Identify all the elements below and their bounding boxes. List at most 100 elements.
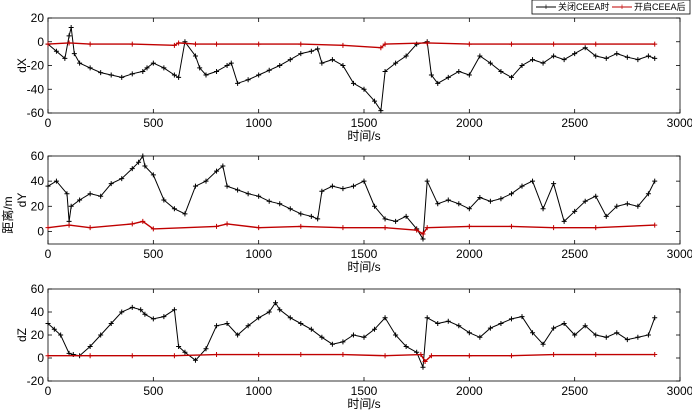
- data-point: [382, 68, 388, 74]
- data-point: [540, 206, 546, 212]
- data-point: [129, 71, 135, 77]
- data-point: [161, 314, 167, 320]
- x-tick-label: 1000: [245, 116, 272, 130]
- data-point: [203, 346, 209, 352]
- data-point: [340, 225, 346, 231]
- data-point: [287, 315, 293, 321]
- data-point: [224, 63, 230, 68]
- data-point: [266, 309, 272, 315]
- y-tick-label: 40: [31, 174, 45, 188]
- data-point: [508, 191, 514, 197]
- data-point: [77, 60, 83, 66]
- data-point: [428, 353, 434, 359]
- data-point: [45, 41, 51, 47]
- data-point: [614, 330, 620, 336]
- data-point: [298, 211, 304, 217]
- data-point: [508, 74, 514, 80]
- data-point: [98, 193, 104, 199]
- data-point: [220, 163, 226, 169]
- data-point: [466, 41, 472, 47]
- data-point: [228, 60, 234, 66]
- data-point: [382, 225, 388, 231]
- chart-panel-dx: 0 500 1000 1500 2000 2500 3000 -60 -40 -20 0 20 时间/s…: [15, 11, 692, 143]
- data-point: [45, 321, 51, 326]
- data-point: [129, 353, 135, 359]
- data-point: [361, 178, 367, 184]
- data-point: [498, 196, 504, 202]
- y-tick-label: 20: [31, 11, 45, 25]
- data-point: [403, 53, 409, 59]
- data-point: [68, 25, 74, 30]
- data-point: [422, 358, 428, 364]
- data-point: [340, 186, 346, 192]
- data-point: [308, 213, 314, 219]
- data-point: [424, 315, 430, 321]
- data-point: [424, 40, 430, 46]
- data-point: [150, 316, 156, 322]
- data-point: [214, 41, 220, 47]
- series-ceea-off: [45, 25, 658, 114]
- data-point: [182, 349, 188, 355]
- data-point: [477, 334, 483, 340]
- data-point: [256, 352, 262, 358]
- series-ceea-on: [45, 40, 658, 51]
- data-point: [561, 57, 567, 63]
- x-tick-label: 1500: [351, 384, 378, 398]
- series-line: [47, 154, 656, 241]
- data-point: [140, 153, 146, 159]
- x-tick-label: 2000: [456, 247, 483, 261]
- data-point: [98, 332, 104, 338]
- data-point: [420, 364, 426, 370]
- data-point: [224, 221, 230, 227]
- x-tick-label: 1500: [351, 247, 378, 261]
- data-point: [498, 321, 504, 326]
- data-point: [456, 323, 462, 329]
- data-point: [308, 48, 314, 54]
- data-point: [71, 51, 77, 57]
- data-point: [315, 46, 321, 52]
- data-point: [551, 352, 557, 358]
- x-tick-label: 0: [45, 116, 52, 130]
- data-point: [192, 53, 198, 59]
- data-point: [466, 330, 472, 336]
- data-point: [66, 40, 72, 46]
- data-point: [372, 326, 378, 332]
- legend-marker-on: +: [619, 2, 624, 12]
- data-point: [466, 206, 472, 212]
- data-point: [456, 68, 462, 74]
- data-point: [192, 183, 198, 189]
- data-point: [256, 72, 262, 78]
- data-point: [129, 221, 135, 227]
- data-point: [142, 163, 148, 169]
- legend-marker-off: +: [543, 2, 548, 12]
- data-point: [77, 197, 83, 203]
- data-point: [214, 223, 220, 229]
- data-point: [382, 315, 388, 321]
- x-tick-label: 1500: [351, 116, 378, 130]
- data-point: [182, 211, 188, 217]
- data-point: [519, 314, 525, 320]
- data-point: [235, 332, 241, 338]
- data-point: [350, 80, 356, 86]
- y-tick-label: -60: [27, 106, 45, 120]
- data-point: [245, 323, 251, 329]
- data-point: [340, 42, 346, 48]
- data-point: [203, 72, 209, 78]
- data-point: [582, 323, 588, 329]
- data-point: [498, 68, 504, 74]
- legend-box: [531, 0, 691, 15]
- data-point: [87, 353, 93, 359]
- y-tick-label: 0: [37, 351, 44, 365]
- data-point: [319, 60, 325, 66]
- data-point: [287, 57, 293, 63]
- data-point: [171, 206, 177, 212]
- y-tick-label: 0: [37, 224, 44, 238]
- data-point: [298, 51, 304, 57]
- data-point: [645, 191, 651, 197]
- x-tick-label: 3000: [667, 384, 692, 398]
- series-ceea-off: [45, 153, 658, 242]
- data-point: [176, 40, 182, 46]
- data-point: [329, 183, 335, 189]
- x-tick-label: 2500: [561, 247, 588, 261]
- data-point: [508, 353, 514, 359]
